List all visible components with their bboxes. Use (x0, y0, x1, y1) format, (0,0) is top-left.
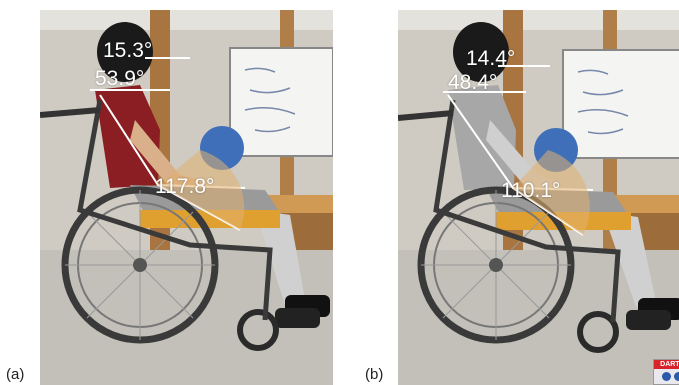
angle-label-top: 15.3° (103, 39, 153, 62)
wheelchair-photo-a (40, 10, 333, 385)
panel-label-b: (b) (365, 366, 384, 383)
angle-label-hip: 117.8° (155, 175, 215, 198)
angle-label-trunk: 53.9° (95, 67, 145, 90)
wheelchair-photo-b (398, 10, 679, 385)
angle-label-top: 14.4° (466, 47, 516, 70)
panel-label-a: (a) (6, 366, 25, 383)
angle-label-trunk: 48.4° (448, 71, 498, 94)
photo-panel-a: 15.3° 53.9° 117.8° (40, 10, 333, 385)
photo-panel-b: 14.4° 48.4° 110.1° DARTF (398, 10, 679, 385)
watermark-logo: DARTF (653, 359, 679, 385)
record-icon (673, 372, 679, 381)
logo-text: DARTF (654, 360, 679, 369)
play-icon (661, 372, 671, 381)
angle-label-hip: 110.1° (501, 179, 561, 202)
